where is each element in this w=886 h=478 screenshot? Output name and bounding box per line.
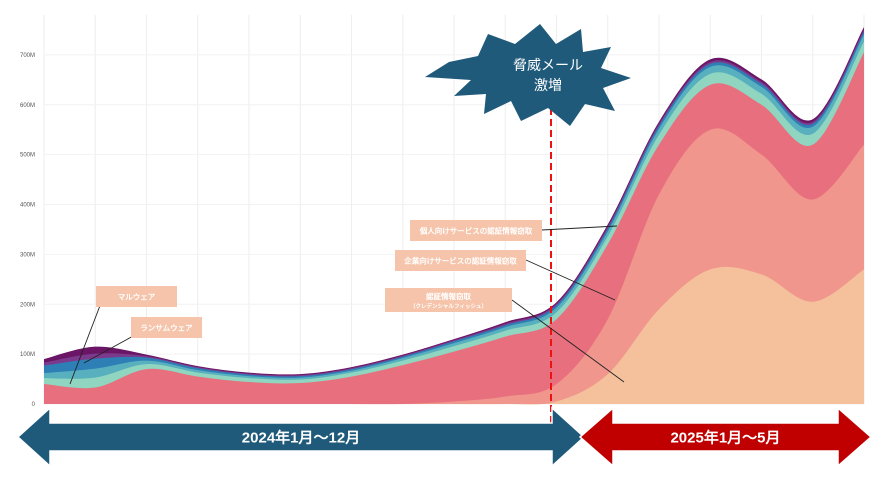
- callout-credential: 認証情報窃取 （クレデンシャルフィッシュ）: [385, 288, 512, 312]
- surge-burst-callout: 脅威メール 激増: [425, 24, 631, 126]
- callout-malware-box: [96, 286, 177, 307]
- y-tick-label: 100M: [20, 352, 35, 358]
- y-axis-tick-labels: 0 100M 200M 300M 400M 500M 600M 700M: [20, 53, 36, 408]
- y-tick-label: 700M: [20, 53, 35, 59]
- leader-ransomware: [83, 334, 136, 364]
- callout-enterprise-box: [395, 250, 526, 271]
- leader-enterprise: [525, 259, 616, 301]
- callout-personal-text: 個人向けサービスの認証情報窃取: [419, 226, 533, 236]
- burst-shape: [425, 24, 631, 126]
- callout-credential-box: [385, 288, 512, 312]
- period-2025-arrow-shape: [578, 406, 873, 468]
- period-2025-arrow: 2025年1月～5月: [578, 406, 873, 468]
- y-tick-label: 600M: [20, 103, 35, 109]
- callout-ransomware: ランサムウェア: [131, 317, 202, 338]
- leader-credential: [511, 299, 625, 383]
- series-area-0: [44, 266, 864, 405]
- y-tick-label: 500M: [20, 153, 35, 159]
- period-2024-label: 2024年1月～12月: [242, 429, 360, 447]
- callout-personal: 個人向けサービスの認証情報窃取: [410, 220, 542, 241]
- y-tick-label: 200M: [20, 302, 35, 308]
- callout-credential-subtext: （クレデンシャルフィッシュ）: [410, 302, 487, 310]
- leader-personal: [541, 225, 618, 231]
- callout-ransomware-box: [131, 317, 202, 338]
- y-tick-label: 0: [32, 402, 36, 408]
- callout-personal-box: [410, 220, 542, 241]
- burst-text-line1: 脅威メール: [513, 58, 583, 74]
- callout-ransomware-text: ランサムウェア: [140, 324, 193, 333]
- callout-leader-lines: [69, 225, 625, 385]
- callout-malware-text: マルウェア: [118, 293, 156, 302]
- callout-malware: マルウェア: [96, 286, 177, 307]
- leader-malware: [69, 302, 102, 385]
- chart-series-areas: [44, 26, 864, 405]
- y-tick-label: 300M: [20, 252, 35, 258]
- burst-text-line2: 激増: [534, 77, 562, 94]
- callout-enterprise-text: 企業向けサービスの認証情報窃取: [403, 256, 517, 266]
- callout-enterprise: 企業向けサービスの認証情報窃取: [395, 250, 526, 271]
- period-2024-arrow: 2024年1月～12月: [16, 406, 586, 468]
- period-2025-label: 2025年1月～5月: [670, 429, 780, 447]
- callout-credential-text: 認証情報窃取: [426, 291, 471, 301]
- y-tick-label: 400M: [20, 203, 35, 209]
